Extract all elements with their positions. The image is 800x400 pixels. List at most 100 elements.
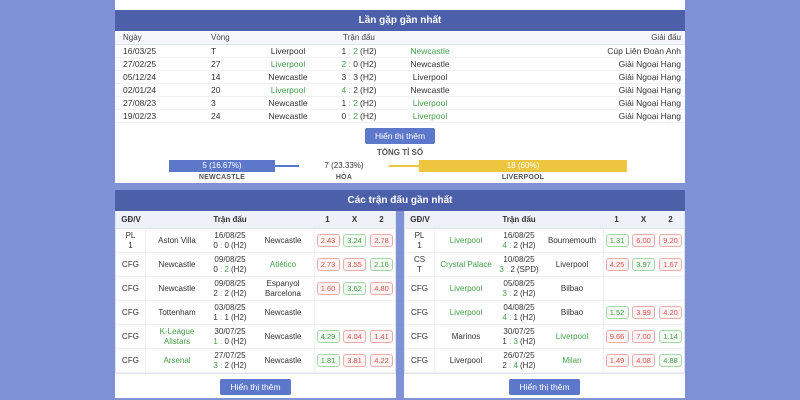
home-team: Arsenal	[163, 355, 191, 365]
odds-away-win: 4.20	[659, 306, 682, 319]
score-separator: :	[506, 312, 514, 322]
away-score: 1	[513, 312, 518, 322]
away-score: 3	[513, 336, 518, 346]
score-suffix: (H2)	[360, 46, 377, 56]
newcastle-bar-label: NEWCASTLE	[198, 174, 246, 181]
home-score: 1	[213, 312, 218, 322]
h2h-row: 27/08/23 3 Newcastle 1 : 2 (H2) Liverpool…	[115, 97, 685, 110]
score-suffix: (H2)	[520, 360, 536, 370]
odds-away-win: 1.14	[659, 330, 682, 343]
newcastle-connector-line	[275, 165, 299, 167]
liverpool-bar-label: LIVERPOOL	[501, 174, 545, 181]
away-team: Bournemouth	[547, 235, 597, 245]
score-separator: :	[346, 111, 354, 121]
newcastle-recent-table: GĐ/V Trận đấu 1 X 2 PL 1 Aston Villa 16/0…	[115, 211, 396, 374]
match-date: 19/02/23	[123, 111, 157, 121]
home-team: Tottenham	[158, 307, 196, 317]
col-header-date: Ngày	[123, 33, 142, 42]
league-name: Giải Ngoại Hạng	[618, 59, 681, 69]
competition-cell: CFG	[405, 325, 435, 348]
home-team: Newcastle	[268, 72, 308, 82]
home-score: 1	[213, 336, 218, 346]
odds-cell-1: 1.60	[314, 277, 341, 300]
match-date: 09/08/25	[214, 278, 246, 288]
odds-cell-2: 4.20	[657, 301, 684, 324]
odds-cell-2: 4.22	[368, 349, 395, 372]
score-separator: :	[506, 288, 514, 298]
newcastle-recent-panel: GĐ/V Trận đấu 1 X 2 PL 1 Aston Villa 16/0…	[115, 211, 396, 398]
away-score: 2	[510, 264, 515, 274]
date-score-cell: 16/08/25 0 : 0 (H2)	[208, 231, 252, 251]
date-score-cell: 04/08/25 4 : 1 (H2)	[497, 303, 541, 323]
score-separator: :	[217, 264, 225, 274]
match-date: 30/07/25	[503, 326, 535, 336]
away-score: 2	[513, 240, 518, 250]
home-score: 1	[341, 46, 347, 56]
recent-match-row: CFG Liverpool 05/08/25 3 : 2 (H2) Bilbao	[405, 277, 684, 301]
odds-cell-x: 3.62	[341, 277, 368, 300]
date-score-cell: 09/08/25 0 : 2 (H2)	[208, 255, 252, 275]
h2h-show-more-button[interactable]: Hiển thị thêm	[364, 128, 436, 144]
competition-code: CFG	[411, 331, 428, 341]
away-score: 2	[353, 46, 359, 56]
score-separator: :	[346, 59, 354, 69]
recent-match-row: PL 1 Liverpool 16/08/25 4 : 2 (H2) Bournemo…	[405, 229, 684, 253]
newcastle-show-more-button[interactable]: Hiển thị thêm	[220, 379, 291, 395]
odds-cell-2: 2.16	[368, 253, 395, 276]
odds-home-win: 1.81	[316, 354, 340, 367]
competition-code: CFG	[122, 355, 139, 365]
away-score: 2	[353, 85, 359, 95]
match-round: 14	[211, 72, 221, 82]
away-team: Liverpool	[412, 111, 448, 121]
odds-draw: 3.97	[632, 258, 655, 271]
liverpool-recent-panel: GĐ/V Trận đấu 1 X 2 PL 1 Liverpool 16/08/…	[404, 211, 685, 398]
away-score: 2	[353, 98, 359, 108]
recent-match-row: CFG Newcastle 09/08/25 0 : 2 (H2) Atlético…	[116, 253, 395, 277]
away-team: Newcastle	[264, 331, 302, 341]
score-suffix: (H2)	[360, 111, 377, 121]
odds-draw: 7.00	[632, 330, 655, 343]
competition-cell: CFG	[405, 301, 435, 324]
home-team: Liverpool	[449, 235, 483, 245]
col-header-league: Giải đấu	[651, 33, 681, 42]
match-date: 27/02/25	[123, 59, 157, 69]
h2h-row: 16/03/25 T Liverpool 1 : 2 (H2) Newcastle…	[115, 45, 685, 58]
competition-code: CFG	[122, 331, 139, 341]
draw-score-value: 7 (23.33%)	[324, 161, 364, 170]
match-date: 27/07/25	[214, 350, 246, 360]
recent-match-row: CFG Marinos 30/07/25 1 : 3 (H2) Liverpool …	[405, 325, 684, 349]
score-separator: :	[506, 336, 514, 346]
away-team: Liverpool	[555, 331, 589, 341]
newcastle-summary: 5 (16.67%) NEWCASTLE	[169, 160, 275, 181]
col-header-odds-2: 2	[668, 215, 673, 224]
odds-cell-x: 7.00	[630, 325, 657, 348]
away-team: Newcastle	[264, 307, 302, 317]
away-score: 1	[224, 312, 229, 322]
match-date: 27/08/23	[123, 98, 157, 108]
h2h-section-title: Lần gặp gần nhất	[115, 10, 685, 31]
score-suffix: (H2)	[360, 72, 377, 82]
liverpool-show-more-button[interactable]: Hiển thị thêm	[509, 379, 580, 395]
score-suffix: (H2)	[231, 240, 247, 250]
competition-code: PL	[414, 230, 425, 240]
h2h-table-header: Ngày Vòng Trận đấu Giải đấu	[115, 31, 685, 45]
score-suffix: (H2)	[520, 288, 536, 298]
odds-cell-x: 6.00	[630, 229, 657, 252]
away-score: 2	[224, 360, 229, 370]
col-header-odds-1: 1	[614, 215, 619, 224]
recent-match-row: CFG Newcastle 09/08/25 2 : 2 (H2) Espanyol…	[116, 277, 395, 301]
home-team: Newcastle	[158, 283, 196, 293]
odds-cell-2: 1.41	[368, 325, 395, 348]
away-team: Newcastle	[410, 59, 450, 69]
home-team: Liverpool	[449, 283, 483, 293]
odds-away-win: 2.78	[370, 234, 393, 247]
odds-away-win: 4.88	[659, 354, 682, 367]
competition-code: CFG	[411, 283, 428, 293]
recent-match-row: CFG Liverpool 04/08/25 4 : 1 (H2) Bilbao 1…	[405, 301, 684, 325]
odds-cell-x	[341, 301, 368, 324]
match-date: 26/07/25	[503, 350, 535, 360]
odds-away-win: 4.80	[370, 282, 393, 295]
away-team: Liverpool	[555, 259, 589, 269]
competition-cell: CFG	[116, 301, 146, 324]
league-name: Cúp Liên Đoàn Anh	[607, 46, 681, 56]
